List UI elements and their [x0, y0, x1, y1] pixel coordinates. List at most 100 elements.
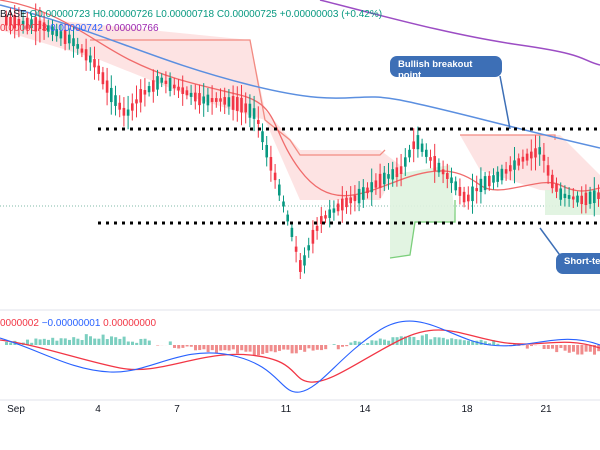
candle	[273, 164, 277, 189]
candle	[110, 75, 113, 115]
candle	[492, 168, 495, 190]
candle	[521, 149, 525, 169]
date-axis[interactable]: Sep 4 7 11 14 18 21	[0, 400, 600, 420]
candle	[467, 186, 470, 210]
macd-histogram-bar	[126, 341, 130, 345]
candle	[395, 157, 399, 187]
candle	[387, 163, 390, 190]
candle	[311, 220, 315, 254]
macd-histogram-bar	[76, 338, 80, 345]
candle	[126, 95, 130, 130]
macd-histogram-bar	[387, 340, 391, 345]
candle	[47, 19, 50, 38]
candle	[345, 190, 348, 214]
candle	[517, 153, 520, 171]
candle	[135, 85, 138, 118]
macd-histogram-bar	[34, 338, 38, 345]
candle	[551, 169, 554, 194]
candle	[278, 179, 281, 201]
candle	[399, 153, 403, 187]
candle	[525, 148, 529, 166]
candle	[500, 164, 504, 185]
macd-histogram-bar	[135, 342, 139, 345]
macd-histogram-bar	[584, 345, 588, 352]
candle	[131, 93, 134, 121]
macd-histogram-bar	[362, 344, 365, 345]
candle	[257, 106, 260, 138]
candle	[588, 186, 592, 209]
candle	[118, 95, 121, 118]
macd-histogram-bar	[567, 345, 571, 353]
macd-histogram-bar	[546, 345, 550, 349]
candle	[173, 77, 176, 96]
macd-histogram-bar	[93, 338, 97, 345]
candle	[370, 168, 373, 206]
red-moving-average	[0, 0, 600, 197]
candle	[437, 158, 441, 177]
candle	[374, 173, 378, 195]
macd-histogram-bar	[30, 342, 34, 345]
macd-histogram-bar	[467, 340, 470, 345]
macd-histogram-bar	[26, 339, 29, 345]
candle	[72, 26, 75, 58]
macd-histogram-bar	[257, 345, 260, 356]
candle	[366, 182, 369, 199]
candle	[391, 161, 394, 187]
short-term-callout: Short-te	[556, 253, 600, 274]
candle	[164, 71, 168, 94]
high-value: H0.00000726	[92, 9, 153, 20]
macd-histogram-bar	[416, 340, 420, 345]
candle	[210, 85, 214, 115]
supertrend-up-fill	[545, 190, 600, 215]
macd-signal-value: 0.00000000	[103, 318, 157, 329]
supertrend-down-fill	[0, 15, 400, 200]
macd-line	[0, 320, 600, 393]
candle	[357, 181, 361, 212]
macd-histogram-bar	[84, 334, 88, 345]
macd-histogram-bar	[408, 336, 412, 345]
date-label: 11	[280, 404, 292, 415]
macd-histogram-bar	[177, 345, 181, 349]
macd-histogram-bar	[454, 339, 458, 345]
macd-histogram-bar	[244, 345, 248, 352]
candle	[269, 145, 273, 182]
candle	[143, 78, 147, 107]
candle	[416, 126, 420, 158]
macd-histogram-bar	[437, 337, 441, 345]
macd-histogram-bar	[366, 342, 370, 345]
macd-histogram-bar	[194, 345, 197, 351]
candle	[446, 163, 449, 189]
candle	[429, 149, 432, 169]
date-label: 14	[359, 404, 371, 415]
candle	[513, 147, 516, 184]
macd-histogram-bar	[105, 339, 109, 345]
macd-histogram-bar	[383, 339, 386, 345]
candle	[17, 7, 21, 38]
candle	[13, 5, 16, 39]
date-label: 4	[95, 404, 101, 415]
macd-histogram-bar	[156, 345, 160, 346]
macd-histogram-bar	[252, 345, 256, 356]
macd-histogram-bar	[122, 336, 126, 345]
macd-histogram-bar	[488, 343, 491, 345]
candle	[509, 156, 512, 181]
macd-histogram-bar	[173, 345, 176, 348]
macd-histogram-bar	[479, 339, 483, 345]
macd-histogram-bar	[496, 343, 500, 345]
macd-histogram-bar	[97, 338, 101, 345]
candle	[38, 7, 42, 43]
candle	[55, 23, 58, 42]
macd-histogram-bar	[580, 345, 584, 355]
bullish-breakout-callout: Bullish breakout point	[390, 56, 502, 81]
macd-histogram-bar	[114, 337, 118, 345]
candle	[332, 200, 336, 221]
candle	[530, 139, 533, 171]
macd-histogram-bar	[236, 345, 239, 354]
candle	[542, 142, 546, 173]
macd-histogram-bar	[168, 341, 172, 345]
candle	[84, 38, 88, 71]
close-value: C0.00000725	[216, 9, 277, 20]
macd-histogram-bar	[80, 340, 84, 345]
